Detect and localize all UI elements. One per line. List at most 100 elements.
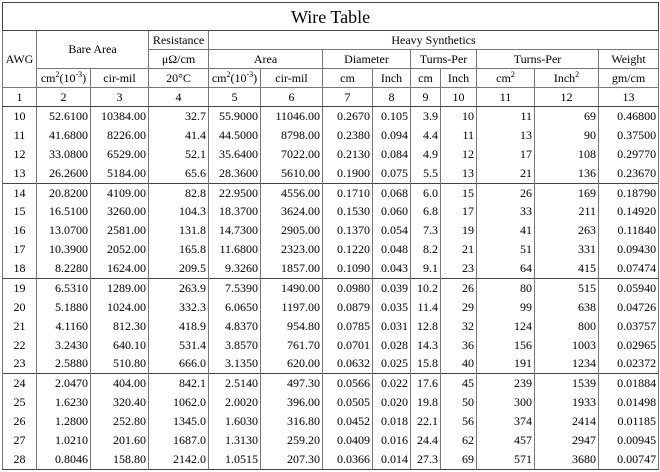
table-cell: 1345.0 (148, 412, 209, 432)
table-cell: 2052.00 (90, 240, 149, 260)
table-cell: 0.46800 (597, 106, 660, 126)
table-row: 18 8.2280 1624.00 209.5 9.3260 1857.00 0.1090 0… (2, 259, 660, 279)
table-cell: 4.8370 (208, 316, 261, 336)
table-cell: 80 (476, 277, 535, 298)
table-cell: 0.01498 (597, 393, 660, 413)
awg-cell: 27 (2, 431, 37, 450)
table-cell: 2414 (534, 412, 599, 432)
table-cell: 2323.00 (260, 240, 323, 260)
table-cell: 0.02965 (597, 335, 660, 355)
awg-cell: 25 (2, 393, 37, 413)
table-cell: 17 (440, 202, 477, 222)
table-cell: 320.40 (90, 393, 149, 413)
awg-cell: 10 (2, 106, 37, 126)
awg-cell: 13 (2, 163, 37, 184)
table-cell: 0.0452 (322, 412, 373, 432)
table-cell: 211 (534, 202, 599, 222)
table-cell: 1.6030 (208, 412, 261, 432)
table-cell: 26.2600 (36, 163, 91, 184)
table-cell: 9.1 (410, 259, 441, 279)
table-cell: 69 (534, 106, 599, 126)
table-cell: 40 (440, 354, 477, 374)
unit-diameter-inch: Inch (372, 68, 411, 88)
table-cell: 0.07474 (597, 259, 660, 279)
table-cell: 191 (476, 354, 535, 374)
table-cell: 0.094 (372, 125, 411, 145)
table-cell: 0.020 (372, 393, 411, 413)
table-cell: 0.09430 (597, 240, 660, 260)
table-cell: 0.054 (372, 221, 411, 241)
table-cell: 497.30 (260, 373, 323, 394)
table-cell: 1624.00 (90, 259, 149, 279)
table-cell: 259.20 (260, 431, 323, 450)
table-cell: 5184.00 (90, 163, 149, 184)
table-cell: 954.80 (260, 316, 323, 336)
table-row: 16 13.0700 2581.00 131.8 14.7300 2905.00 0.137… (2, 221, 660, 241)
table-cell: 45 (440, 373, 477, 394)
table-row: 23 2.5880 510.80 666.0 3.1350 620.00 0.0632 0.0… (2, 354, 660, 374)
table-cell: 21 (476, 163, 535, 184)
unit-area-cm2: cm2(10-3) (208, 68, 261, 88)
table-cell: 156 (476, 335, 535, 355)
table-cell: 0.00747 (597, 449, 660, 470)
table-cell: 52.1 (148, 144, 209, 164)
table-cell: 10.2 (410, 277, 441, 298)
table-cell: 0.37500 (597, 125, 660, 145)
table-cell: 0.022 (372, 373, 411, 394)
column-index-cell: 6 (260, 87, 323, 107)
table-cell: 7022.00 (260, 144, 323, 164)
table-cell: 0.0632 (322, 354, 373, 374)
table-cell: 0.035 (372, 297, 411, 317)
table-cell: 620.00 (260, 354, 323, 374)
table-cell: 0.084 (372, 144, 411, 164)
table-cell: 418.9 (148, 316, 209, 336)
table-cell: 5.1880 (36, 297, 91, 317)
unit-bare-cm2: cm2(10-3) (36, 68, 91, 88)
table-cell: 0.02372 (597, 354, 660, 374)
table-cell: 1490.00 (260, 277, 323, 298)
table-cell: 8.2 (410, 240, 441, 260)
table-cell: 21 (440, 240, 477, 260)
header-bare-area: Bare Area (36, 30, 149, 69)
table-cell: 33 (476, 202, 535, 222)
table-cell: 13.0700 (36, 221, 91, 241)
awg-cell: 17 (2, 240, 37, 260)
table-cell: 104.3 (148, 202, 209, 222)
column-index-cell: 7 (322, 87, 373, 107)
table-cell: 108 (534, 144, 599, 164)
awg-cell: 23 (2, 354, 37, 374)
table-cell: 32.7 (148, 106, 209, 126)
table-cell: 55.9000 (208, 106, 261, 126)
awg-cell: 26 (2, 412, 37, 432)
table-cell: 209.5 (148, 259, 209, 279)
table-cell: 124 (476, 316, 535, 336)
column-index-cell: 3 (90, 87, 149, 107)
table-cell: 3.1350 (208, 354, 261, 374)
table-cell: 23 (440, 259, 477, 279)
table-cell: 24.4 (410, 431, 441, 450)
table-row: 21 4.1160 812.30 418.9 4.8370 954.80 0.0785 0.0… (2, 316, 660, 336)
table-cell: 1.0515 (208, 449, 261, 470)
unit-area-cirmil: cir-mil (260, 68, 323, 88)
table-cell: 0.014 (372, 449, 411, 470)
table-cell: 1003 (534, 335, 599, 355)
table-row: 19 6.5310 1289.00 263.9 7.5390 1490.00 0.0980 0… (2, 277, 660, 298)
table-cell: 263 (534, 221, 599, 241)
table-cell: 3680 (534, 449, 599, 470)
table-cell: 0.1090 (322, 259, 373, 279)
table-cell: 1539 (534, 373, 599, 394)
table-row: 28 0.8046 158.80 2142.0 1.0515 207.30 0.0366 0.… (2, 449, 660, 470)
table-cell: 0.2380 (322, 125, 373, 145)
table-cell: 64 (476, 259, 535, 279)
table-cell: 1687.0 (148, 431, 209, 450)
table-cell: 99 (476, 297, 535, 317)
table-row: 17 10.3900 2052.00 165.8 11.6800 2323.00 0.122… (2, 240, 660, 260)
table-cell: 0.29770 (597, 144, 660, 164)
table-cell: 82.8 (148, 182, 209, 203)
table-cell: 3624.00 (260, 202, 323, 222)
table-cell: 11046.00 (260, 106, 323, 126)
table-cell: 35.6400 (208, 144, 261, 164)
table-cell: 4.9 (410, 144, 441, 164)
table-cell: 9.3260 (208, 259, 261, 279)
table-cell: 17.6 (410, 373, 441, 394)
